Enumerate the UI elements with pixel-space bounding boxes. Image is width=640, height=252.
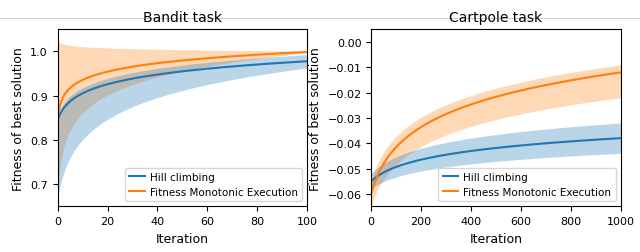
Hill climbing (617, 137, 625, 140)
Hill climbing (520, 144, 528, 147)
Line: Fitness Monotonic Execution: Fitness Monotonic Execution (58, 53, 307, 121)
Fitness Monotonic Execution (303, 51, 311, 54)
Y-axis label: Fitness of best solution: Fitness of best solution (308, 47, 322, 190)
Y-axis label: Fitness of best solution: Fitness of best solution (12, 47, 24, 190)
Fitness Monotonic Execution (54, 112, 62, 115)
X-axis label: Iteration: Iteration (156, 232, 209, 245)
Fitness Monotonic Execution (207, 57, 214, 60)
Hill climbing (303, 60, 311, 64)
Hill climbing (54, 117, 62, 120)
Hill climbing (264, 63, 272, 66)
Line: Hill climbing: Hill climbing (58, 62, 307, 121)
Title: Cartpole task: Cartpole task (449, 11, 543, 25)
Hill climbing (578, 140, 586, 143)
Hill climbing (207, 68, 214, 71)
Legend: Hill climbing, Fitness Monotonic Execution: Hill climbing, Fitness Monotonic Executi… (125, 168, 302, 201)
Fitness Monotonic Execution (367, 193, 375, 196)
Legend: Hill climbing, Fitness Monotonic Execution: Hill climbing, Fitness Monotonic Executi… (438, 168, 616, 201)
Hill climbing (368, 179, 376, 182)
Fitness Monotonic Execution (578, 78, 586, 81)
Fitness Monotonic Execution (516, 90, 524, 93)
Fitness Monotonic Execution (617, 72, 625, 75)
Hill climbing (280, 62, 287, 65)
Hill climbing (202, 68, 210, 71)
Hill climbing (202, 68, 209, 71)
X-axis label: Iteration: Iteration (470, 232, 522, 245)
Hill climbing (593, 139, 601, 142)
Line: Hill climbing: Hill climbing (371, 139, 621, 181)
Line: Fitness Monotonic Execution: Fitness Monotonic Execution (371, 73, 621, 194)
Fitness Monotonic Execution (202, 58, 209, 61)
Fitness Monotonic Execution (520, 89, 528, 92)
Fitness Monotonic Execution (280, 52, 287, 55)
Fitness Monotonic Execution (202, 57, 210, 60)
Hill climbing (515, 145, 523, 148)
Hill climbing (516, 144, 524, 147)
Fitness Monotonic Execution (54, 119, 61, 122)
Fitness Monotonic Execution (593, 75, 601, 78)
Hill climbing (367, 180, 375, 183)
Fitness Monotonic Execution (264, 53, 272, 56)
Fitness Monotonic Execution (515, 90, 523, 93)
Fitness Monotonic Execution (368, 190, 376, 193)
Title: Bandit task: Bandit task (143, 11, 222, 25)
Hill climbing (54, 119, 61, 122)
